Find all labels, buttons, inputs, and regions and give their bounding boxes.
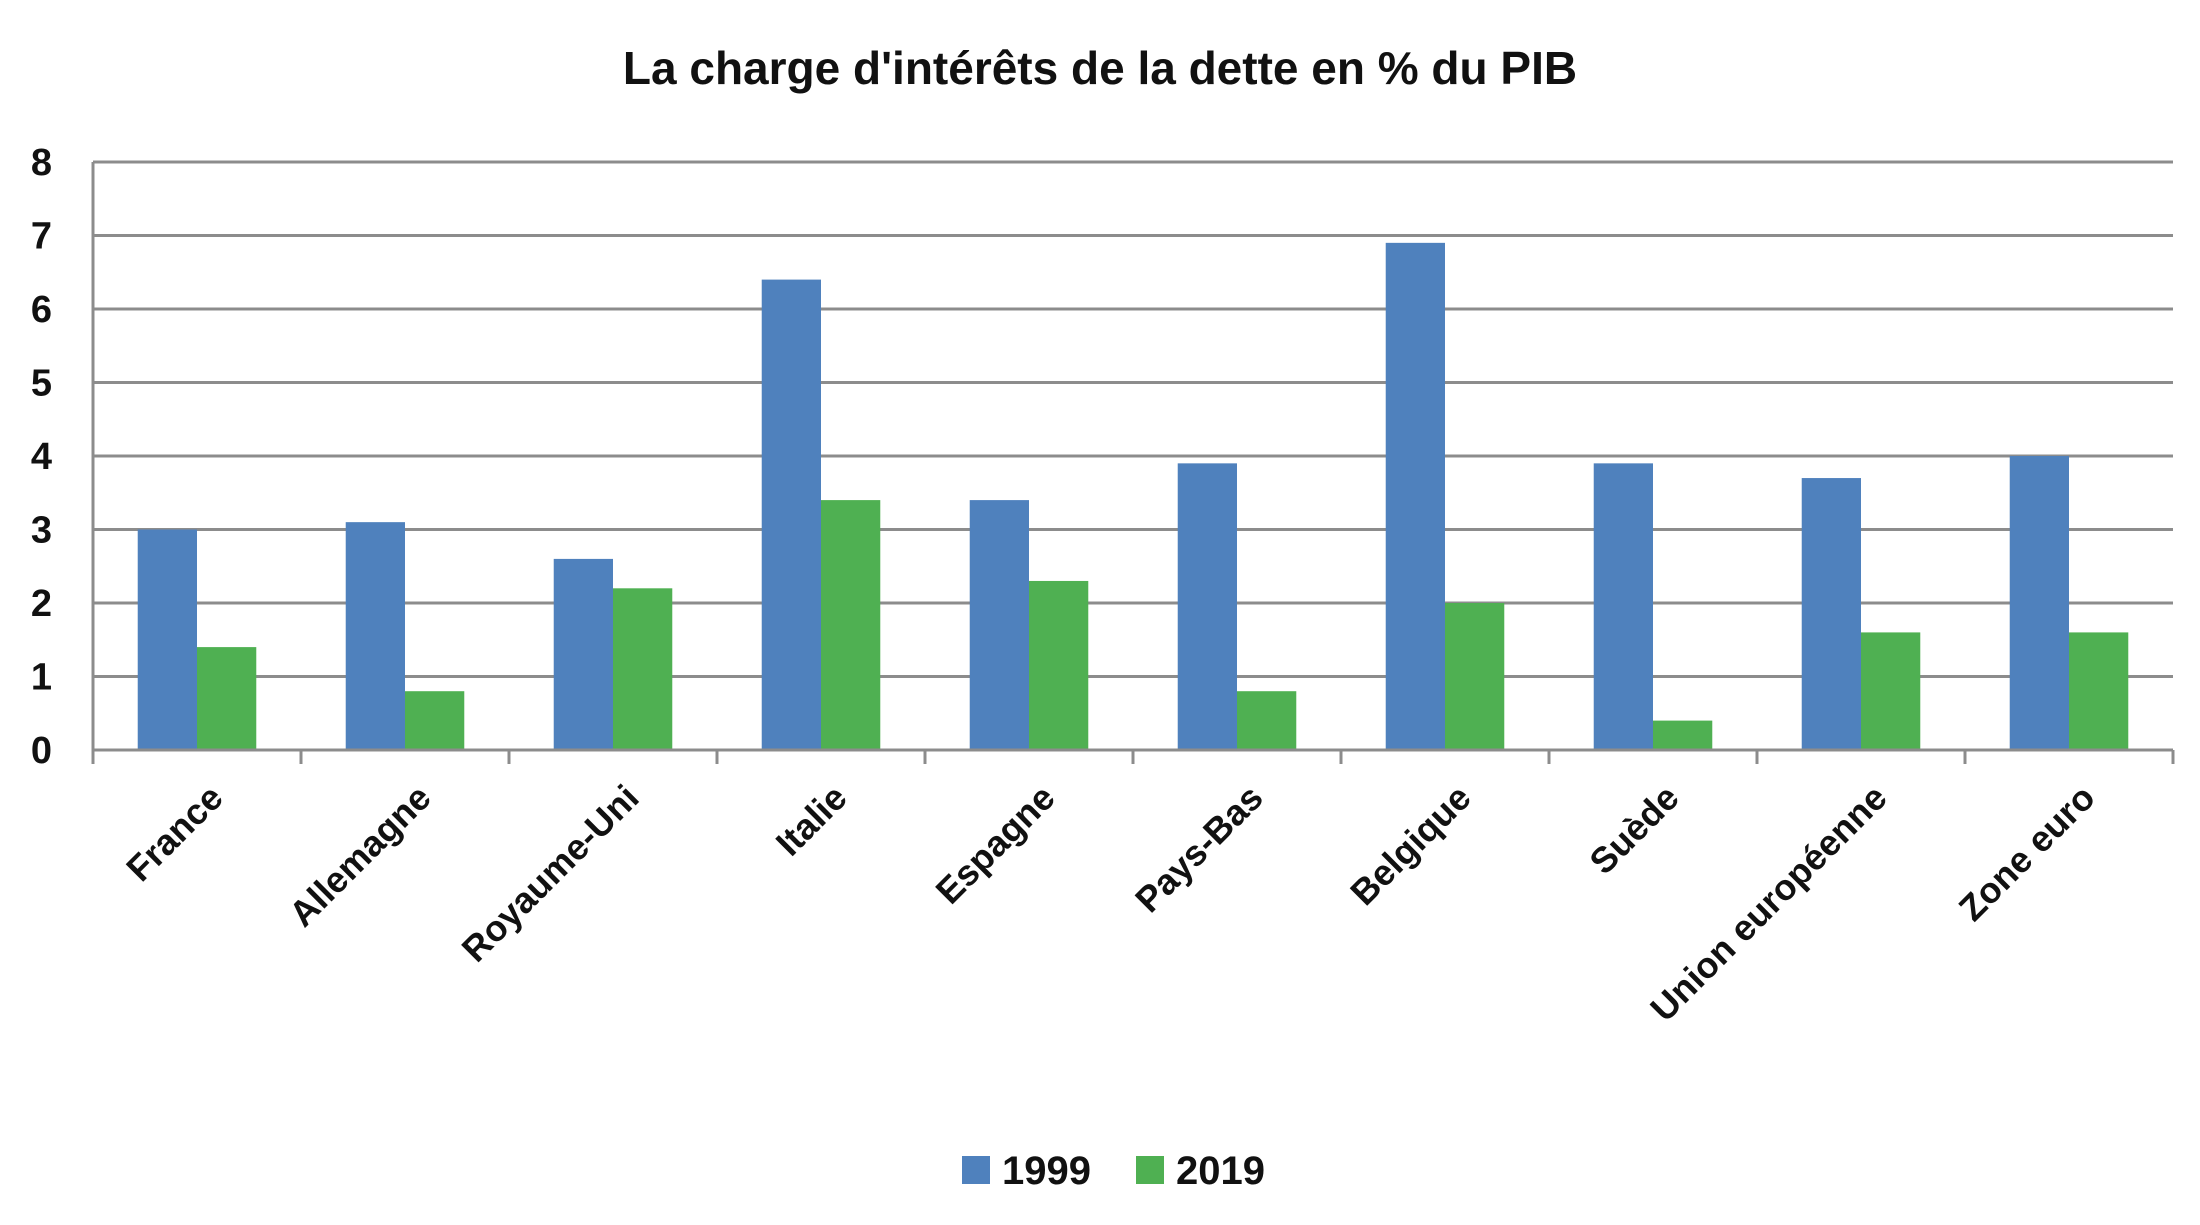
bar-royaume-uni-2019	[613, 588, 673, 750]
x-tick-label-pays-bas: Pays-Bas	[1127, 777, 1271, 921]
x-tick-label-zone-euro: Zone euro	[1951, 777, 2103, 929]
legend-label-2019: 2019	[1176, 1149, 1265, 1193]
bar-zone-euro-2019	[2069, 632, 2129, 750]
bar-espagne-1999	[969, 500, 1029, 750]
bar-italie-1999	[761, 279, 821, 750]
bar-pays-bas-1999	[1177, 463, 1237, 750]
y-tick-label-6: 6	[31, 289, 52, 331]
bar-suede-2019	[1653, 720, 1713, 750]
x-tick-label-france: France	[118, 777, 230, 889]
legend: 1999 2019	[962, 1149, 1265, 1193]
gridlines	[93, 160, 2173, 678]
y-tick-label-3: 3	[31, 510, 52, 552]
chart-title: La charge d'intérêts de la dette en % du…	[623, 42, 1577, 94]
x-tick-label-belgique: Belgique	[1342, 777, 1478, 913]
bars	[137, 242, 2129, 750]
y-tick-label-8: 8	[31, 142, 52, 184]
bar-zone-euro-1999	[2009, 456, 2069, 750]
x-tick-label-suede: Suède	[1581, 777, 1686, 882]
bar-belgique-1999	[1385, 242, 1445, 750]
x-tick-label-espagne: Espagne	[928, 777, 1063, 912]
x-tick-label-italie: Italie	[768, 777, 855, 864]
bar-union-europeenne-1999	[1801, 478, 1861, 750]
bar-union-europeenne-2019	[1861, 632, 1921, 750]
bar-belgique-2019	[1445, 603, 1505, 750]
legend-label-1999: 1999	[1002, 1149, 1091, 1193]
y-tick-label-7: 7	[31, 216, 52, 258]
legend-swatch-1999	[962, 1156, 990, 1184]
y-tick-label-2: 2	[31, 583, 52, 625]
bar-france-2019	[197, 647, 257, 750]
y-tick-label-1: 1	[31, 657, 52, 699]
bar-allemagne-1999	[345, 522, 405, 750]
bar-allemagne-2019	[405, 691, 465, 750]
bar-pays-bas-2019	[1237, 691, 1297, 750]
x-tick-label-union-europeenne: Union européenne	[1642, 777, 1894, 1029]
bar-italie-2019	[821, 500, 881, 750]
bar-royaume-uni-1999	[553, 558, 613, 750]
y-tick-label-0: 0	[31, 730, 52, 772]
legend-swatch-2019	[1136, 1156, 1164, 1184]
axes	[91, 162, 2175, 764]
x-tick-label-allemagne: Allemagne	[281, 777, 439, 935]
bar-suede-1999	[1593, 463, 1653, 750]
x-tick-label-royaume-uni: Royaume-Uni	[454, 777, 647, 970]
bar-espagne-2019	[1029, 580, 1089, 750]
x-axis-ticks: France Allemagne Royaume-Uni Italie Espagne P…	[118, 777, 2102, 1029]
y-tick-label-5: 5	[31, 363, 52, 405]
y-axis-ticks: 0 1 2 3 4 5 6 7 8	[31, 142, 52, 772]
y-tick-label-4: 4	[31, 436, 52, 478]
bar-france-1999	[137, 529, 197, 750]
